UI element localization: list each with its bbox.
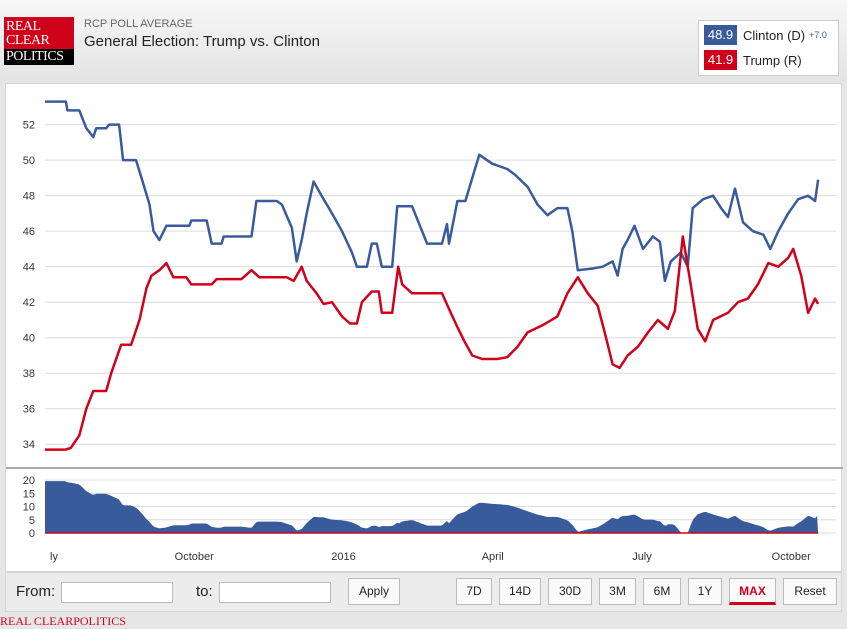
x-tick-label: ly bbox=[50, 551, 58, 563]
spread-value: +7.0 bbox=[809, 30, 827, 40]
x-tick-label: July bbox=[632, 551, 652, 563]
spread-y-tick-label: 10 bbox=[23, 502, 35, 514]
to-label: to: bbox=[196, 583, 213, 600]
apply-button[interactable]: Apply bbox=[348, 578, 400, 605]
legend-item-clinton: 48.9 Clinton (D) +7.0 bbox=[704, 25, 827, 45]
x-tick-label: October bbox=[175, 551, 214, 563]
series-line-clinton bbox=[45, 100, 820, 283]
spread-y-tick-label: 0 bbox=[29, 528, 35, 540]
spread-y-tick-label: 20 bbox=[23, 475, 35, 487]
range-button-14d[interactable]: 14D bbox=[499, 578, 541, 605]
y-tick-label: 44 bbox=[23, 262, 35, 274]
range-button-6m[interactable]: 6M bbox=[643, 578, 681, 605]
clinton-value: 48.9 bbox=[704, 25, 737, 45]
spread-area bbox=[45, 481, 819, 533]
y-tick-label: 52 bbox=[23, 120, 35, 132]
chart-panel: 34 36 38 40 42 44 46 48 50 52 0 5 10 15 20 ly October 201… bbox=[5, 83, 843, 573]
range-controls: From: to: Apply 7D 14D 30D 3M 6M 1Y MAX Reset bbox=[5, 572, 842, 612]
chart-subtitle: RCP POLL AVERAGE bbox=[84, 18, 193, 30]
range-button-1y[interactable]: 1Y bbox=[688, 578, 722, 605]
y-tick-label: 42 bbox=[23, 297, 35, 309]
trump-label: Trump (R) bbox=[743, 52, 802, 68]
from-date-input[interactable] bbox=[61, 582, 173, 603]
footer-brand: REAL CLEARPOLITICS bbox=[0, 614, 126, 628]
y-tick-label: 34 bbox=[23, 439, 35, 451]
x-tick-label: October bbox=[772, 551, 811, 563]
y-tick-label: 50 bbox=[23, 155, 35, 167]
spread-y-tick-label: 15 bbox=[23, 488, 35, 500]
to-date-input[interactable] bbox=[219, 582, 331, 603]
header: REAL CLEAR POLITICS RCP POLL AVERAGE Gener… bbox=[0, 0, 847, 82]
y-tick-label: 38 bbox=[23, 368, 35, 380]
y-tick-label: 40 bbox=[23, 333, 35, 345]
x-tick-label: April bbox=[482, 551, 504, 563]
range-button-3m[interactable]: 3M bbox=[599, 578, 636, 605]
clinton-label: Clinton (D) bbox=[743, 27, 806, 43]
legend-item-trump: 41.9 Trump (R) bbox=[704, 50, 802, 70]
reset-button[interactable]: Reset bbox=[783, 578, 837, 605]
chart-title: General Election: Trump vs. Clinton bbox=[84, 33, 320, 50]
rcp-logo[interactable]: REAL CLEAR POLITICS bbox=[4, 17, 74, 65]
range-button-30d[interactable]: 30D bbox=[548, 578, 592, 605]
y-tick-label: 48 bbox=[23, 191, 35, 203]
y-tick-label: 46 bbox=[23, 226, 35, 238]
x-tick-label: 2016 bbox=[331, 551, 355, 563]
from-label: From: bbox=[16, 583, 56, 600]
range-button-7d[interactable]: 7D bbox=[456, 578, 492, 605]
series-line-trump bbox=[45, 235, 820, 451]
legend: 48.9 Clinton (D) +7.0 41.9 Trump (R) bbox=[698, 20, 839, 76]
trump-value: 41.9 bbox=[704, 50, 737, 70]
spread-y-tick-label: 5 bbox=[29, 515, 35, 527]
y-tick-label: 36 bbox=[23, 404, 35, 416]
range-button-max[interactable]: MAX bbox=[729, 578, 776, 605]
